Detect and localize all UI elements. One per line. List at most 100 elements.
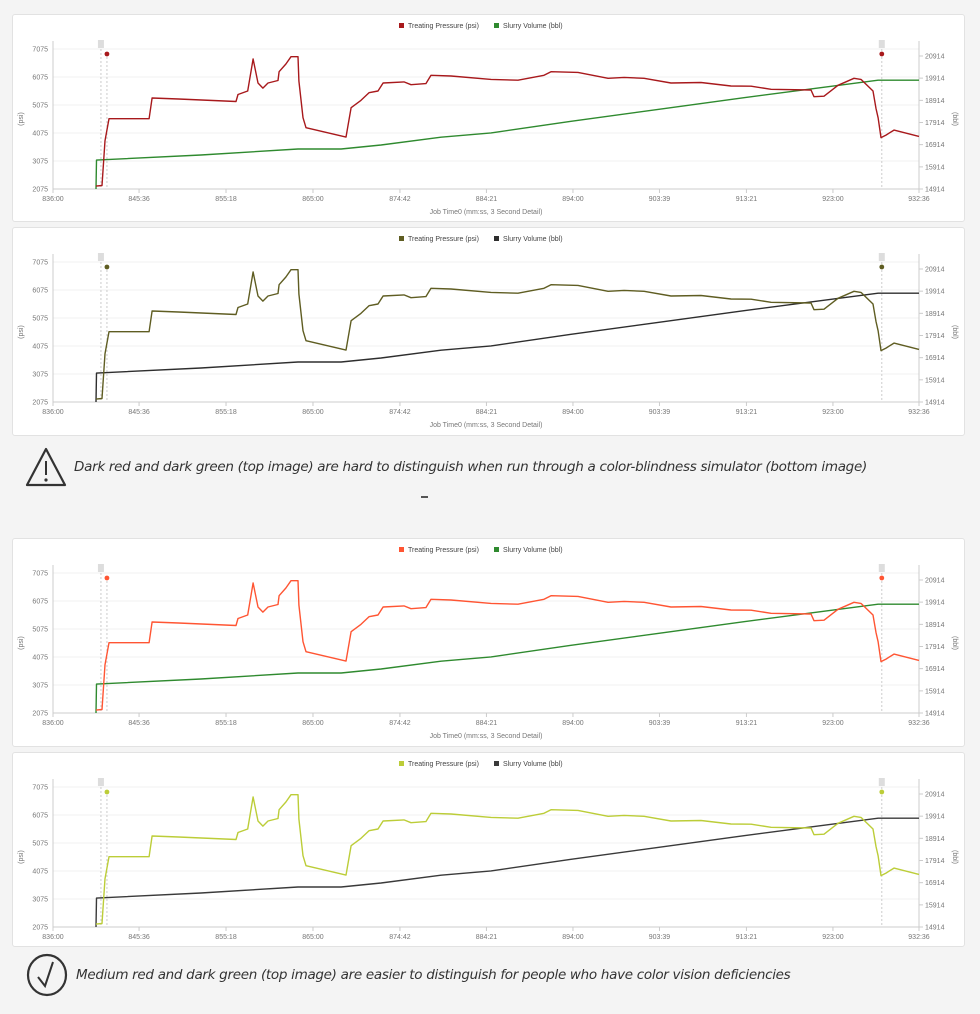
marker-dot	[104, 51, 110, 57]
x-tick-label: 874:42	[389, 934, 411, 941]
x-tick-label: 923:00	[822, 934, 844, 941]
x-tick-label: 845:36	[128, 409, 150, 416]
y-left-tick-label: 4075	[32, 869, 48, 876]
y-left-axis-title: (psi)	[18, 112, 25, 126]
y-left-tick-label: 2075	[32, 711, 48, 718]
x-tick-label: 874:42	[389, 720, 411, 727]
y-right-tick-label: 19914	[925, 814, 945, 821]
legend-swatch	[494, 236, 499, 241]
y-right-tick-label: 15914	[925, 377, 945, 384]
x-tick-label: 884:21	[476, 934, 498, 941]
warning-caption-text: Dark red and dark green (top image) are …	[74, 459, 867, 475]
y-right-tick-label: 16914	[925, 142, 945, 149]
x-tick-label: 845:36	[128, 934, 150, 941]
y-right-tick-label: 17914	[925, 644, 945, 651]
legend-swatch	[494, 547, 499, 552]
legend-label: Slurry Volume (bbl)	[503, 236, 563, 243]
marker-dot	[104, 575, 110, 581]
legend-swatch	[494, 761, 499, 766]
legend-swatch	[399, 236, 404, 241]
y-right-axis-title: (bbl)	[951, 112, 958, 126]
legend-label: Treating Pressure (psi)	[408, 547, 479, 554]
legend-label: Slurry Volume (bbl)	[503, 23, 563, 30]
slurry-volume-line	[95, 603, 919, 714]
y-right-axis-title: (bbl)	[951, 850, 958, 864]
slurry-volume-line	[95, 292, 919, 403]
y-right-tick-label: 18914	[925, 622, 945, 629]
y-left-tick-label: 3075	[32, 897, 48, 904]
x-tick-label: 865:00	[302, 720, 324, 727]
y-right-tick-label: 17914	[925, 333, 945, 340]
treating-pressure-line	[95, 56, 920, 187]
x-tick-label: 865:00	[302, 409, 324, 416]
warning-caption: Dark red and dark green (top image) are …	[24, 446, 867, 488]
warning-triangle-icon	[25, 447, 67, 487]
x-tick-label: 874:42	[389, 196, 411, 203]
x-tick-label: 903:39	[649, 196, 671, 203]
y-right-tick-label: 14914	[925, 925, 945, 932]
x-tick-label: 903:39	[649, 409, 671, 416]
y-left-tick-label: 7075	[32, 47, 48, 54]
marker-dot	[879, 51, 885, 57]
y-right-tick-label: 16914	[925, 880, 945, 887]
chart-panel-2: 2075 3075 4075 5075 6075 7075 14914 15914 16914 1…	[12, 227, 965, 436]
marker-label-box	[878, 253, 885, 261]
y-left-tick-label: 2075	[32, 925, 48, 932]
y-right-tick-label: 19914	[925, 600, 945, 607]
success-caption-text: Medium red and dark green (top image) ar…	[76, 967, 791, 983]
chart-1: 2075 3075 4075 5075 6075 7075 14914 15914 16914 1…	[18, 23, 958, 216]
x-tick-label: 932:36	[908, 196, 930, 203]
y-right-tick-label: 20914	[925, 54, 945, 61]
x-axis-title: Job Time0 (mm:ss, 3 Second Detail)	[430, 733, 543, 740]
x-tick-label: 836:00	[42, 196, 64, 203]
y-right-tick-label: 18914	[925, 836, 945, 843]
chart-panel-1: 2075 3075 4075 5075 6075 7075 14914 15914 16914 1…	[12, 14, 965, 222]
legend-label: Slurry Volume (bbl)	[503, 761, 563, 768]
marker-dot	[879, 575, 885, 581]
y-left-tick-label: 6075	[32, 288, 48, 295]
marker-dot	[104, 789, 110, 795]
legend-label: Slurry Volume (bbl)	[503, 547, 563, 554]
x-tick-label: 932:36	[908, 934, 930, 941]
y-right-tick-label: 14914	[925, 187, 945, 194]
chart-2: 2075 3075 4075 5075 6075 7075 14914 15914 16914 1…	[18, 236, 958, 429]
y-left-tick-label: 4075	[32, 344, 48, 351]
y-left-tick-label: 3075	[32, 159, 48, 166]
y-left-tick-label: 2075	[32, 187, 48, 194]
x-tick-label: 894:00	[562, 934, 584, 941]
y-left-tick-label: 6075	[32, 599, 48, 606]
y-left-tick-label: 3075	[32, 372, 48, 379]
y-left-axis-title: (psi)	[18, 850, 25, 864]
y-right-tick-label: 19914	[925, 289, 945, 296]
y-right-tick-label: 16914	[925, 355, 945, 362]
chart-panel-3: 2075 3075 4075 5075 6075 7075 14914 15914 16914 1…	[12, 538, 965, 747]
divider-mark	[421, 496, 428, 498]
y-left-axis-title: (psi)	[18, 636, 25, 650]
x-tick-label: 855:18	[215, 409, 237, 416]
x-tick-label: 913:21	[736, 934, 758, 941]
y-left-tick-label: 6075	[32, 75, 48, 82]
y-left-axis-title: (psi)	[18, 325, 25, 339]
y-right-tick-label: 14914	[925, 400, 945, 407]
marker-dot	[879, 789, 885, 795]
marker-dot	[104, 264, 110, 270]
legend-swatch	[399, 547, 404, 552]
y-right-tick-label: 19914	[925, 76, 945, 83]
x-tick-label: 913:21	[736, 720, 758, 727]
y-left-tick-label: 4075	[32, 131, 48, 138]
y-left-tick-label: 2075	[32, 400, 48, 407]
x-tick-label: 836:00	[42, 409, 64, 416]
y-right-tick-label: 18914	[925, 311, 945, 318]
y-right-tick-label: 15914	[925, 688, 945, 695]
x-tick-label: 855:18	[215, 196, 237, 203]
x-tick-label: 932:36	[908, 409, 930, 416]
x-tick-label: 932:36	[908, 720, 930, 727]
x-axis-title: Job Time0 (mm:ss, 3 Second Detail)	[430, 209, 543, 216]
y-left-tick-label: 5075	[32, 627, 48, 634]
marker-label-box	[97, 778, 104, 786]
y-right-tick-label: 20914	[925, 792, 945, 799]
y-left-tick-label: 6075	[32, 813, 48, 820]
y-left-tick-label: 7075	[32, 571, 48, 578]
y-left-tick-label: 5075	[32, 103, 48, 110]
marker-label-box	[878, 564, 885, 572]
